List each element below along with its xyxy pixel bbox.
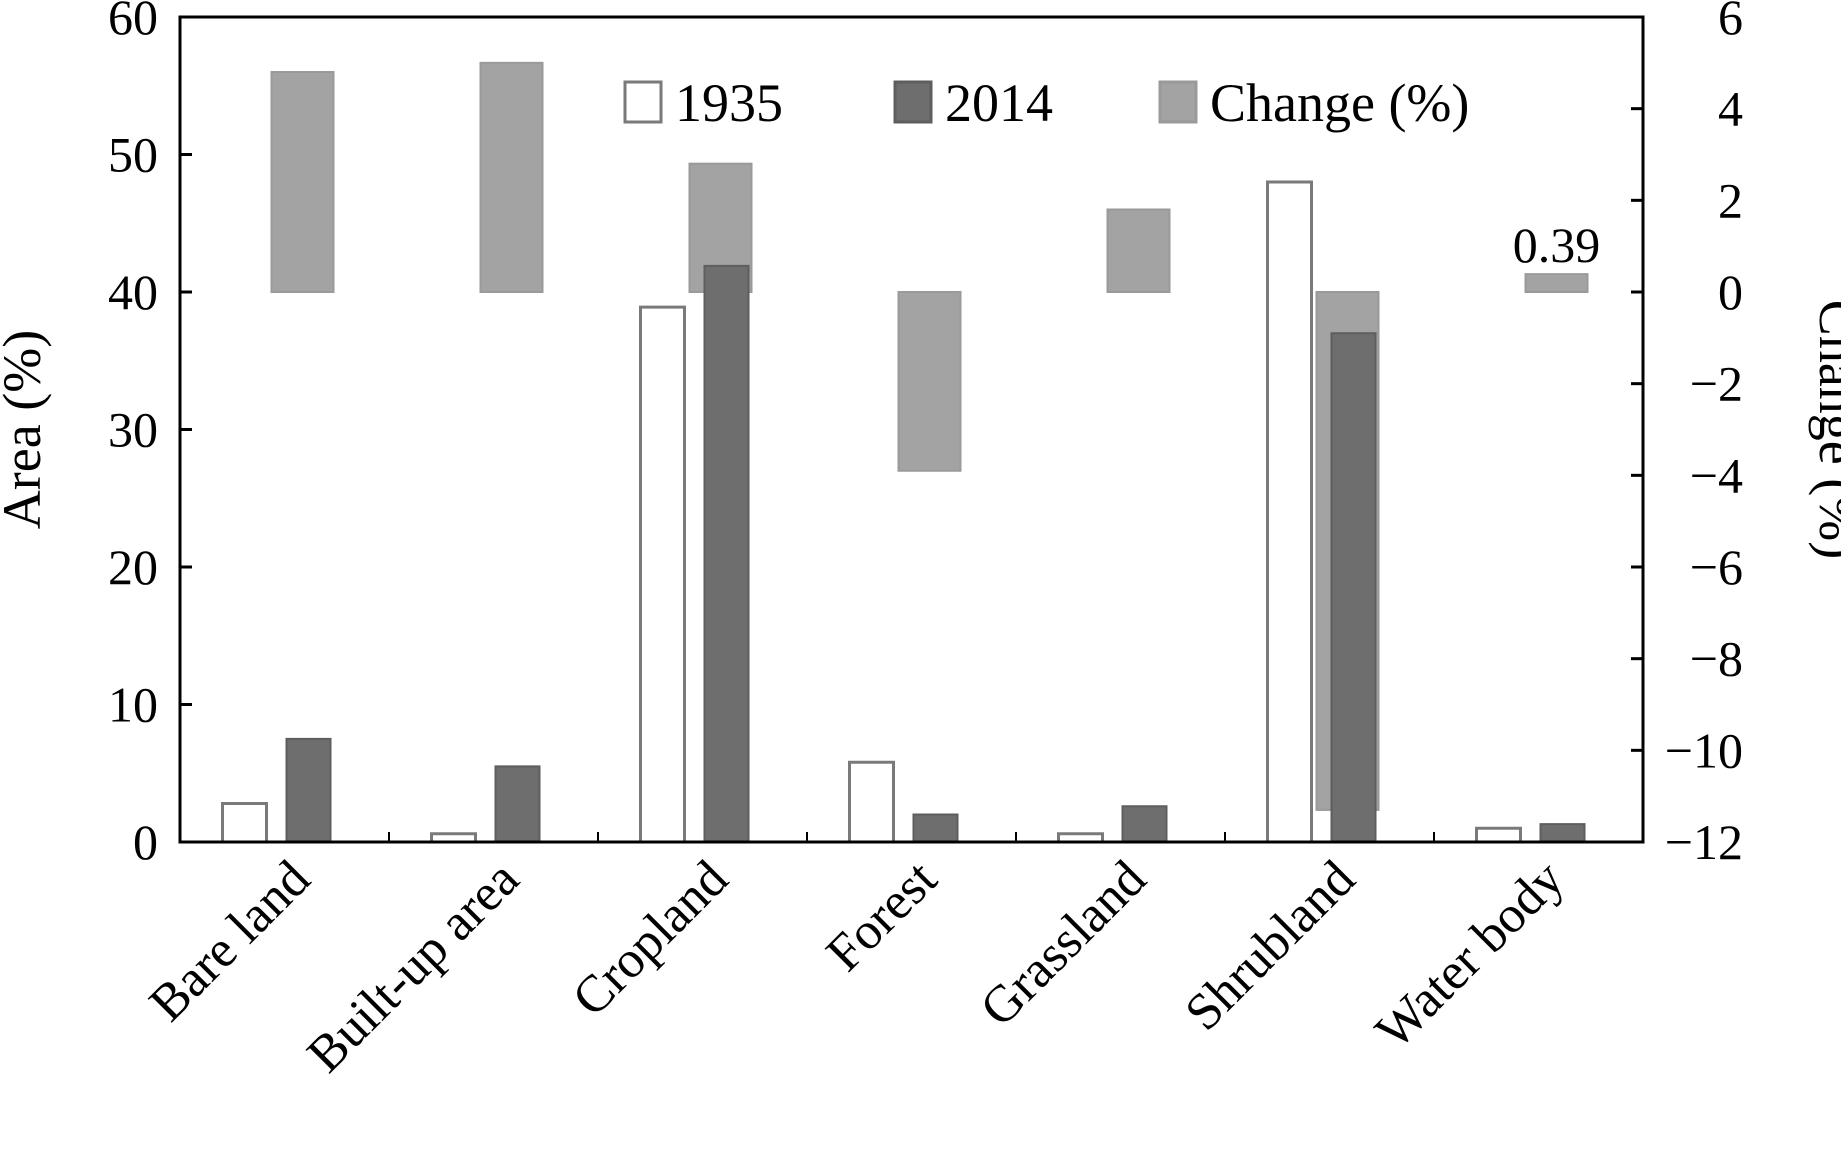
x-tick-label: Bare land	[139, 850, 321, 1032]
area-bars-layer	[221, 180, 1586, 844]
y-tick-label: 60	[108, 0, 158, 45]
y-tick-label: 10	[108, 677, 158, 733]
x-tick-label: Water body	[1365, 850, 1575, 1060]
bar-1935-bare-land	[221, 802, 268, 844]
bar-change-built-up-area	[479, 61, 544, 294]
y-tick-label: 50	[108, 127, 158, 183]
bar-2014-water-body	[1539, 823, 1586, 843]
y2-tick-label: −10	[1665, 722, 1743, 778]
bar-2014-bare-land	[285, 737, 332, 843]
y2-tick-label: −6	[1690, 539, 1743, 595]
y2-tick-label: 6	[1718, 0, 1743, 45]
bar-change-water-body	[1524, 273, 1589, 293]
y2-tick-label: −8	[1690, 631, 1743, 687]
bar-change-grassland	[1106, 208, 1171, 293]
bar-change-bare-land	[270, 71, 335, 293]
legend-label: 2014	[945, 73, 1053, 133]
x-tick-label: Shrubland	[1175, 850, 1366, 1041]
bar-1935-forest	[848, 760, 895, 844]
y-axis-title: Area (%)	[0, 330, 52, 529]
bar-2014-forest	[912, 813, 959, 843]
y-tick-label: 40	[108, 264, 158, 320]
x-tick-label: Grassland	[970, 850, 1157, 1037]
bar-1935-water-body	[1475, 826, 1522, 844]
bar-2014-cropland	[703, 264, 750, 843]
legend-swatch-3	[1158, 80, 1198, 124]
annotation-label: 0.39	[1513, 217, 1601, 273]
x-tick-label: Built-up area	[297, 850, 530, 1083]
x-tick-label: Forest	[816, 850, 949, 983]
y-tick-label: 30	[108, 402, 158, 458]
bar-change-forest	[897, 291, 962, 472]
y-tick-label: 20	[108, 539, 158, 595]
legend-swatch-1	[623, 80, 663, 124]
legend-label: 1935	[675, 73, 783, 133]
bar-2014-built-up-area	[494, 765, 541, 843]
legend-label: Change (%)	[1210, 73, 1469, 133]
y2-tick-label: −12	[1665, 814, 1743, 870]
y2-tick-label: 4	[1718, 81, 1743, 137]
change-bars-layer	[270, 61, 1589, 811]
bar-2014-shrubland	[1330, 332, 1377, 843]
bar-2014-grassland	[1121, 805, 1168, 843]
legend-swatch-2	[893, 80, 933, 124]
bar-1935-shrubland	[1266, 180, 1313, 844]
y2-tick-label: −4	[1690, 447, 1743, 503]
x-tick-label: Cropland	[562, 850, 739, 1027]
y2-tick-label: 0	[1718, 264, 1743, 320]
y2-tick-label: 2	[1718, 172, 1743, 228]
bar-1935-cropland	[639, 305, 686, 844]
legend: 1935 2014 Change (%)	[623, 73, 1469, 133]
y2-tick-label: −2	[1690, 356, 1743, 412]
y-tick-label: 0	[133, 814, 158, 870]
y2-axis-title: Change (%)	[1808, 300, 1841, 559]
axes-layer	[178, 15, 1645, 844]
